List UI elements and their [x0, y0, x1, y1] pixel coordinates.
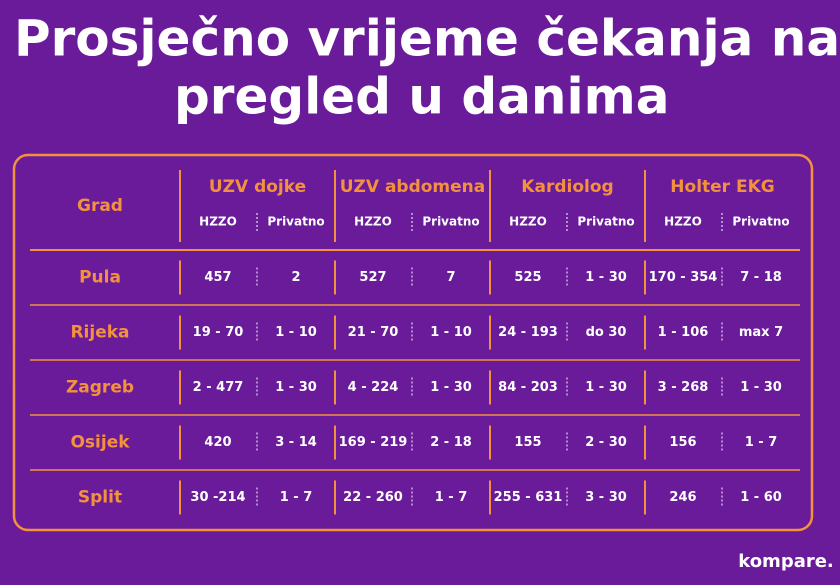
cell: 3 - 14	[275, 435, 317, 450]
sub-header: HZZO	[664, 215, 702, 229]
sub-header: HZZO	[199, 215, 237, 229]
column-header: Grad	[77, 196, 123, 216]
cell: 156	[669, 435, 696, 450]
cell: 1 - 10	[430, 325, 472, 340]
cell: 1 - 7	[280, 490, 313, 505]
sub-header: Privatno	[422, 215, 479, 229]
cell: 246	[669, 490, 696, 505]
cell: 2 - 477	[193, 380, 244, 395]
cell: 1 - 30	[585, 270, 627, 285]
cell: 1 - 30	[275, 380, 317, 395]
cell: 7 - 18	[740, 270, 782, 285]
cell: 1 - 7	[745, 435, 778, 450]
cell: 155	[514, 435, 541, 450]
group-header: UZV abdomena	[340, 177, 486, 197]
sub-header: Privatno	[267, 215, 324, 229]
cell: 255 - 631	[494, 490, 563, 505]
cell: 19 - 70	[193, 325, 244, 340]
cell: 1 - 30	[740, 380, 782, 395]
city: Pula	[79, 268, 121, 288]
cell: 21 - 70	[348, 325, 399, 340]
cell: 7	[446, 270, 455, 285]
group-header: UZV dojke	[209, 177, 306, 197]
cell: 1 - 10	[275, 325, 317, 340]
table-frame	[12, 153, 814, 532]
city: Osijek	[70, 433, 130, 453]
sub-header: Privatno	[732, 215, 789, 229]
sub-header: Privatno	[577, 215, 634, 229]
group-header: Holter EKG	[670, 177, 774, 197]
title-line: Prosječno vrijeme čekanja na	[14, 10, 840, 68]
cell: do 30	[586, 325, 627, 340]
cell: 2 - 18	[430, 435, 472, 450]
cell: 84 - 203	[498, 380, 558, 395]
cell: 22 - 260	[343, 490, 403, 505]
cell: 1 - 60	[740, 490, 782, 505]
cell: 2	[291, 270, 300, 285]
cell: 30 -214	[190, 490, 245, 505]
cell: 4 - 224	[348, 380, 399, 395]
cell: 170 - 354	[649, 270, 718, 285]
cell: 1 - 7	[435, 490, 468, 505]
cell: 1 - 30	[585, 380, 627, 395]
city: Zagreb	[66, 378, 134, 398]
group-header: Kardiolog	[521, 177, 613, 197]
cell: max 7	[739, 325, 783, 340]
cell: 24 - 193	[498, 325, 558, 340]
sub-header: HZZO	[509, 215, 547, 229]
cell: 527	[359, 270, 386, 285]
cell: 169 - 219	[339, 435, 408, 450]
cell: 3 - 268	[658, 380, 709, 395]
cell: 420	[204, 435, 231, 450]
cell: 3 - 30	[585, 490, 627, 505]
logo: kompare.	[738, 551, 834, 572]
sub-header: HZZO	[354, 215, 392, 229]
cell: 1 - 106	[658, 325, 709, 340]
title-line: pregled u danima	[174, 68, 670, 126]
cell: 2 - 30	[585, 435, 627, 450]
city: Rijeka	[70, 323, 129, 343]
cell: 457	[204, 270, 231, 285]
cell: 525	[514, 270, 541, 285]
city: Split	[78, 488, 122, 508]
cell: 1 - 30	[430, 380, 472, 395]
